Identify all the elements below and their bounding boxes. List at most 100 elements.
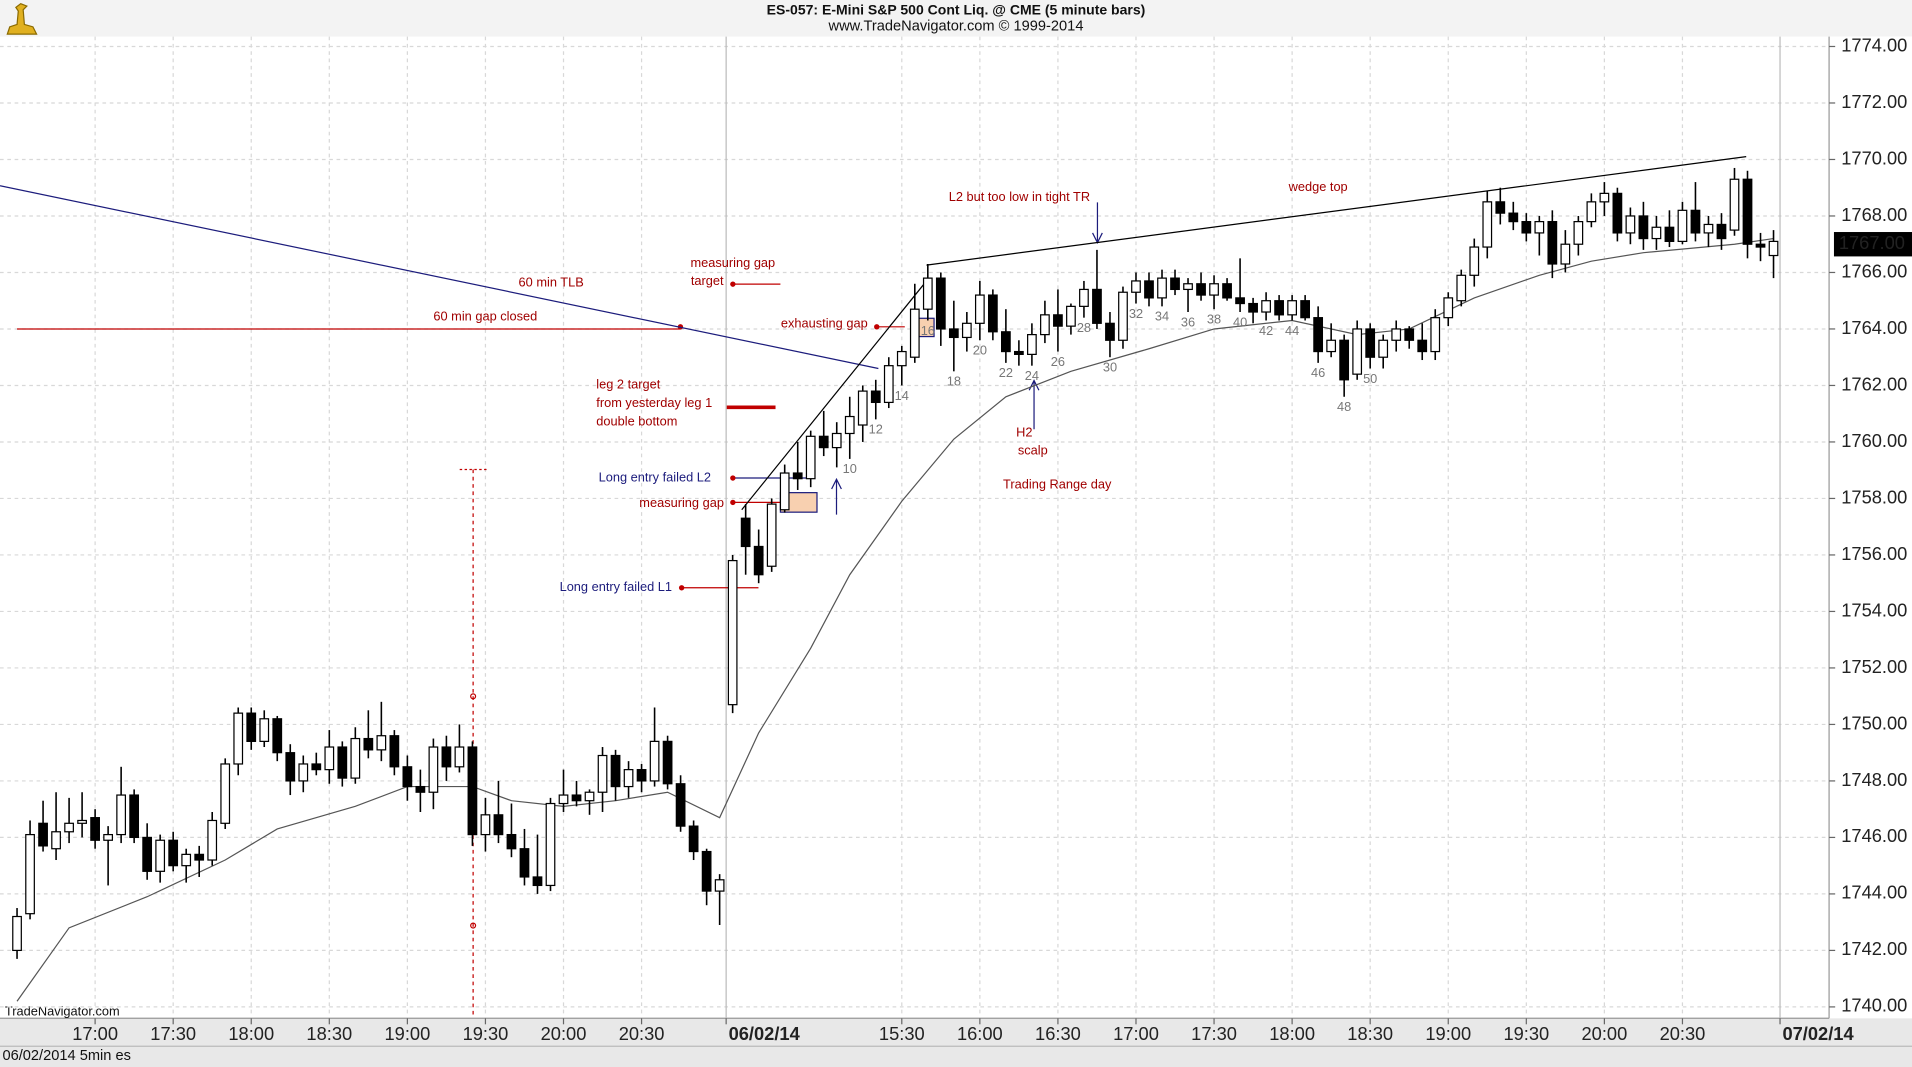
candle-body — [1443, 297, 1454, 319]
last-price-label: 1767.00 — [1839, 232, 1905, 253]
candle-body — [1131, 280, 1141, 293]
candle-body — [1014, 350, 1024, 355]
candle-body — [584, 791, 595, 802]
annotation: 60 min TLB — [519, 274, 584, 289]
chart-title: ES-057: E-Mini S&P 500 Cont Liq. @ CME (… — [767, 2, 1146, 18]
y-tick-label: 1748.00 — [1841, 769, 1907, 790]
y-tick-label: 1762.00 — [1841, 373, 1907, 394]
bar-number: 32 — [1129, 306, 1143, 321]
x-tick-label: 19:00 — [1425, 1023, 1471, 1044]
candle-body — [948, 328, 959, 339]
y-tick-label: 1766.00 — [1841, 260, 1907, 281]
candle-body — [441, 746, 452, 768]
candle-body — [1040, 314, 1050, 336]
bar-number: 38 — [1207, 312, 1221, 327]
bar-number: 12 — [869, 422, 883, 437]
y-tick-label: 1750.00 — [1841, 712, 1907, 733]
candle-body — [558, 794, 569, 805]
candle-body — [1664, 226, 1675, 243]
x-tick-label: 18:00 — [228, 1023, 274, 1044]
candle-body — [129, 794, 140, 839]
candle-body — [1378, 339, 1389, 358]
candle-body — [1573, 221, 1584, 245]
y-tick-label: 1754.00 — [1841, 599, 1907, 620]
candle-body — [480, 814, 491, 836]
candle-body — [1352, 328, 1363, 375]
annotation: H2 — [1016, 424, 1032, 439]
candle-body — [714, 879, 725, 892]
x-tick-label: 15:30 — [879, 1023, 925, 1044]
candle-body — [90, 817, 100, 841]
candle-body — [1066, 305, 1076, 327]
bar-number: 30 — [1103, 360, 1117, 375]
candle-body — [1365, 328, 1376, 358]
annotation: leg 2 target — [596, 377, 660, 392]
candle-body — [1742, 178, 1753, 245]
candle-body — [831, 432, 842, 449]
candle-body — [103, 833, 113, 841]
x-tick-label: 20:00 — [1582, 1023, 1628, 1044]
candle-body — [142, 836, 153, 872]
x-tick-label: 07/02/14 — [1782, 1023, 1854, 1044]
candle-body — [1092, 288, 1102, 324]
pointer-dot — [874, 324, 880, 330]
annotation: Long entry failed L1 — [560, 579, 672, 594]
candle-body — [1105, 322, 1115, 341]
pointer-dot — [730, 475, 736, 481]
candle-body — [1456, 274, 1467, 302]
candle-body — [1339, 339, 1350, 381]
candle-body — [779, 472, 790, 511]
candle-body — [649, 740, 660, 782]
candle-body — [688, 825, 699, 853]
candle-body — [259, 718, 270, 742]
candle-body — [1274, 300, 1284, 316]
candle-body — [64, 822, 74, 833]
bar-number: 20 — [973, 343, 987, 358]
candle-body — [220, 763, 231, 824]
candle-body — [1287, 300, 1297, 316]
candle-body — [1300, 300, 1311, 319]
annotation: target — [691, 273, 724, 288]
bar-number: 22 — [999, 365, 1013, 380]
y-axis-band — [1829, 36, 1912, 1019]
annotation: measuring gap — [639, 495, 724, 510]
candle-body — [961, 322, 972, 339]
y-tick-label: 1756.00 — [1841, 543, 1907, 564]
candle-body — [1599, 192, 1610, 203]
candle-body — [1001, 331, 1011, 353]
candle-body — [298, 763, 309, 782]
candle-body — [766, 503, 777, 567]
candle-body — [1495, 201, 1506, 214]
plot: 10 12 14 16 18 20 22 24 26 28 30 32 34 36 38 40 42 44 46 48… — [0, 156, 1912, 1002]
x-tick-label: 19:00 — [384, 1023, 430, 1044]
bar-number: 10 — [843, 461, 857, 476]
candle-body — [623, 769, 634, 788]
candle-body — [493, 814, 504, 836]
candle-body — [1157, 277, 1167, 299]
candle-body — [324, 746, 335, 771]
candle-body — [519, 848, 530, 878]
candle-body — [1313, 317, 1324, 353]
candle-body — [571, 794, 582, 802]
candle-body — [1261, 300, 1271, 313]
x-tick-label: 16:30 — [1035, 1023, 1081, 1044]
y-tick-label: 1746.00 — [1841, 825, 1907, 846]
candle-body — [532, 876, 543, 887]
candle-body — [727, 559, 738, 706]
x-tick-label: 17:30 — [150, 1023, 196, 1044]
last-price-box — [1833, 232, 1912, 257]
y-tick-label: 1770.00 — [1841, 147, 1907, 168]
candle-body — [12, 915, 22, 952]
candle-body — [311, 763, 322, 771]
candle-body — [675, 783, 686, 827]
candle-body — [376, 735, 387, 751]
candle-body — [116, 794, 127, 836]
candle-body — [1729, 178, 1740, 231]
candle-body — [1079, 288, 1089, 307]
trend-line — [741, 280, 927, 511]
annotation: L2 but too low in tight TR — [949, 189, 1090, 204]
candle-body — [1586, 201, 1597, 223]
candle-body — [1677, 209, 1688, 243]
bar-number: 46 — [1311, 365, 1325, 380]
